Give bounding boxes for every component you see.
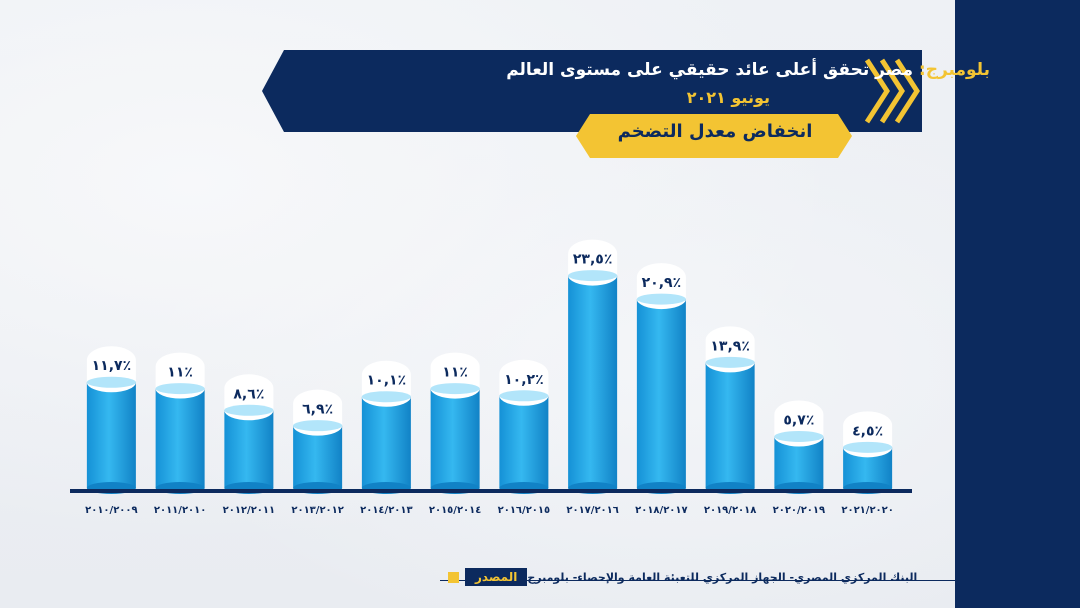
page-title: بلومبرج: مصر تحقق أعلى عائد حقيقي على مس… [470,58,990,82]
x-tick-label: ٢٠١٨/٢٠١٧ [635,505,687,516]
x-tick-label: ٢٠١٧/٢٠١٦ [566,505,618,516]
data-label: ٪٤,٥ [852,423,883,439]
subtitle-box [576,114,852,158]
data-label: ٪١١ [442,365,468,381]
bar [499,395,549,488]
footer-source-text: البنك المركزي المصري- الجهاز المركزي للت… [527,570,918,584]
bar [224,410,274,488]
bar-top [705,356,755,368]
footer-line [440,580,955,581]
bar [705,362,755,488]
x-tick-label: ٢٠١٠/٢٠٠٩ [85,505,137,516]
x-tick-label: ٢٠١٣/٢٠١٢ [291,505,343,516]
x-tick-label: ٢٠٢٠/٢٠١٩ [773,505,825,516]
x-tick-label: ٢٠١٦/٢٠١٥ [498,505,550,516]
bar [86,382,136,488]
bar [568,275,618,488]
bar [155,388,205,488]
data-label: ٪١٠,٢ [504,372,544,388]
title-date: يونيو ٢٠٢١ [686,88,770,107]
chevrons-icon [864,58,920,124]
bar-chart: ٪١١,٧ ٪١١ ٪٨,٦ ٪٦,٩ ٪١٠,١ ٪١١ ٪١٠,٢ ٪٢٣,٥ ٪٢٠,٩ ٪… [70,239,912,516]
bar-top [568,270,618,282]
footer-square-icon [448,571,459,583]
bar-top [293,420,343,432]
data-label: ٪١١ [167,365,193,381]
bar-top [224,404,274,416]
data-label: ٪١١,٧ [92,358,132,374]
title-banner [262,50,922,132]
x-tick-label: ٢٠١٤/٢٠١٣ [360,505,412,516]
bar-top [155,383,205,395]
bar [430,388,480,488]
bar-top [499,390,549,402]
side-band [955,0,1080,608]
footer-source-label: المصدر [465,568,528,586]
bar-top [361,391,411,403]
data-label: ٪٦,٩ [302,402,333,418]
bar-top [430,383,480,395]
x-tick-label: ٢٠١٥/٢٠١٤ [429,505,481,516]
chart-subtitle: انخفاض معدل التضخم [617,121,813,142]
data-label: ٪٢٠,٩ [642,275,682,291]
x-tick-label: ٢٠١١/٢٠١٠ [154,505,206,516]
data-label: ٪١٠,١ [367,373,407,389]
data-label: ٪٨,٦ [233,386,264,402]
bar-top [636,293,686,305]
x-tick-label: ٢٠٢١/٢٠٢٠ [841,505,893,516]
bar [293,425,343,488]
bar-top [843,441,893,453]
bar-top [86,376,136,388]
bar [361,396,411,488]
footer: المصدر البنك المركزي المصري- الجهاز المر… [440,566,940,588]
title-main: مصر تحقق أعلى عائد حقيقي على مستوى العال… [506,60,913,80]
bar-top [774,430,824,442]
bar [636,299,686,488]
x-tick-label: ٢٠١٢/٢٠١١ [223,505,275,516]
x-tick-label: ٢٠١٩/٢٠١٨ [704,505,756,516]
data-label: ٪٢٣,٥ [573,252,613,268]
data-label: ٪١٣,٩ [710,338,750,354]
title-source: بلومبرج: [918,60,990,80]
data-label: ٪٥,٧ [783,412,814,428]
